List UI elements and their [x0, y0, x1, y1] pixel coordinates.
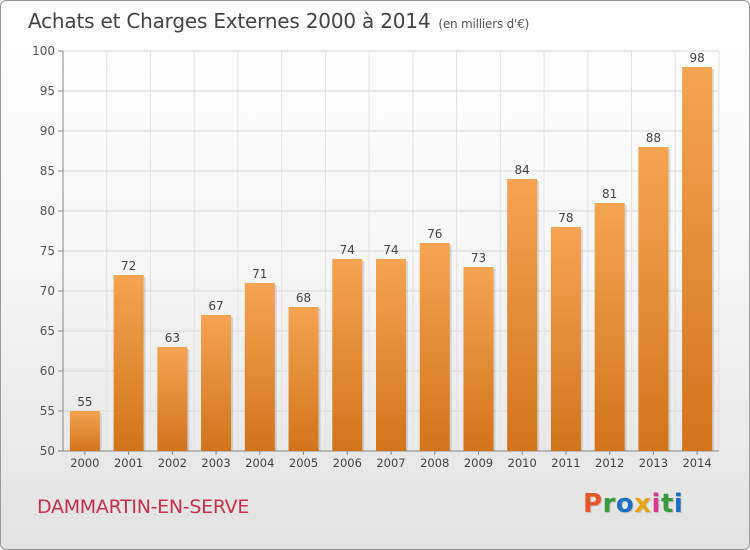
y-tick-label: 60	[40, 364, 55, 378]
bar-2010	[507, 179, 538, 451]
data-label: 74	[340, 243, 355, 257]
logo-letter: P	[583, 489, 603, 519]
data-labels: 55 72 63 67 71 68 74 74 76 73 84 78 81 88 98	[77, 51, 705, 409]
data-label: 67	[208, 299, 223, 313]
bar-2007	[376, 259, 406, 451]
data-label: 78	[558, 211, 573, 225]
logo-letter: i	[673, 489, 684, 519]
y-tick-label: 50	[40, 444, 55, 458]
y-tick-label: 100	[32, 44, 55, 58]
y-tick-label: 90	[40, 124, 55, 138]
logo-letter: x	[634, 489, 652, 519]
data-label: 68	[296, 291, 311, 305]
bar-2003	[201, 315, 232, 451]
bar-2011	[550, 227, 581, 451]
y-tick-label: 55	[40, 404, 55, 418]
bar-2001	[113, 275, 144, 451]
y-tick-label: 85	[40, 164, 55, 178]
data-label: 88	[646, 131, 661, 145]
logo-letter: o	[615, 489, 635, 519]
x-tick-label: 2003	[201, 456, 230, 470]
x-tick-label: 2009	[464, 456, 493, 470]
data-label: 74	[383, 243, 398, 257]
x-tick-label: 2011	[551, 456, 580, 470]
bar-2002	[157, 347, 188, 451]
chart-title: Achats et Charges Externes 2000 à 2014 (e…	[28, 9, 529, 33]
x-tick-label: 2001	[114, 456, 143, 470]
bar-2004	[244, 283, 275, 451]
data-label: 76	[427, 227, 442, 241]
x-tick-label: 2006	[333, 456, 362, 470]
x-tick-label: 2013	[639, 456, 668, 470]
bars	[69, 67, 715, 451]
x-tick-label: 2004	[245, 456, 274, 470]
bar-2005	[288, 307, 319, 451]
y-tick-label: 95	[40, 84, 55, 98]
commune-name: DAMMARTIN-EN-SERVE	[37, 496, 250, 518]
bar-2014	[682, 67, 713, 451]
logo-letter: r	[602, 489, 616, 519]
x-tick-label: 2005	[289, 456, 318, 470]
x-tick-label: 2007	[376, 456, 405, 470]
chart-subtitle: (en milliers d'€)	[438, 17, 530, 31]
bar-2009	[463, 267, 494, 451]
bar-2013	[638, 147, 669, 451]
tick-labels: 50 55 60 65 70 75 80 85 90 95 100 2000 2001 2002 2003 2…	[32, 44, 712, 470]
data-label: 98	[689, 51, 704, 65]
y-tick-label: 65	[40, 324, 55, 338]
data-label: 73	[471, 251, 486, 265]
data-label: 84	[515, 163, 530, 177]
x-tick-label: 2010	[508, 456, 537, 470]
proxiti-logo[interactable]: Proxiti	[583, 489, 683, 519]
chart-title-text: Achats et Charges Externes 2000 à 2014	[28, 9, 431, 33]
x-tick-label: 2002	[158, 456, 187, 470]
y-tick-label: 75	[40, 244, 55, 258]
bar-2006	[332, 259, 363, 451]
x-tick-label: 2000	[70, 456, 99, 470]
data-label: 63	[165, 331, 180, 345]
logo-letter: t	[660, 489, 674, 519]
y-tick-label: 80	[40, 204, 55, 218]
x-tick-label: 2014	[682, 456, 711, 470]
data-label: 72	[121, 259, 136, 273]
logo-letter: i	[651, 489, 661, 519]
y-tick-label: 70	[40, 284, 55, 298]
x-tick-label: 2008	[420, 456, 449, 470]
data-label: 81	[602, 187, 617, 201]
data-label: 55	[77, 395, 92, 409]
bar-2012	[594, 203, 625, 451]
bar-2000	[69, 411, 100, 451]
x-tick-label: 2012	[595, 456, 624, 470]
bar-2008	[419, 243, 450, 451]
data-label: 71	[252, 267, 267, 281]
